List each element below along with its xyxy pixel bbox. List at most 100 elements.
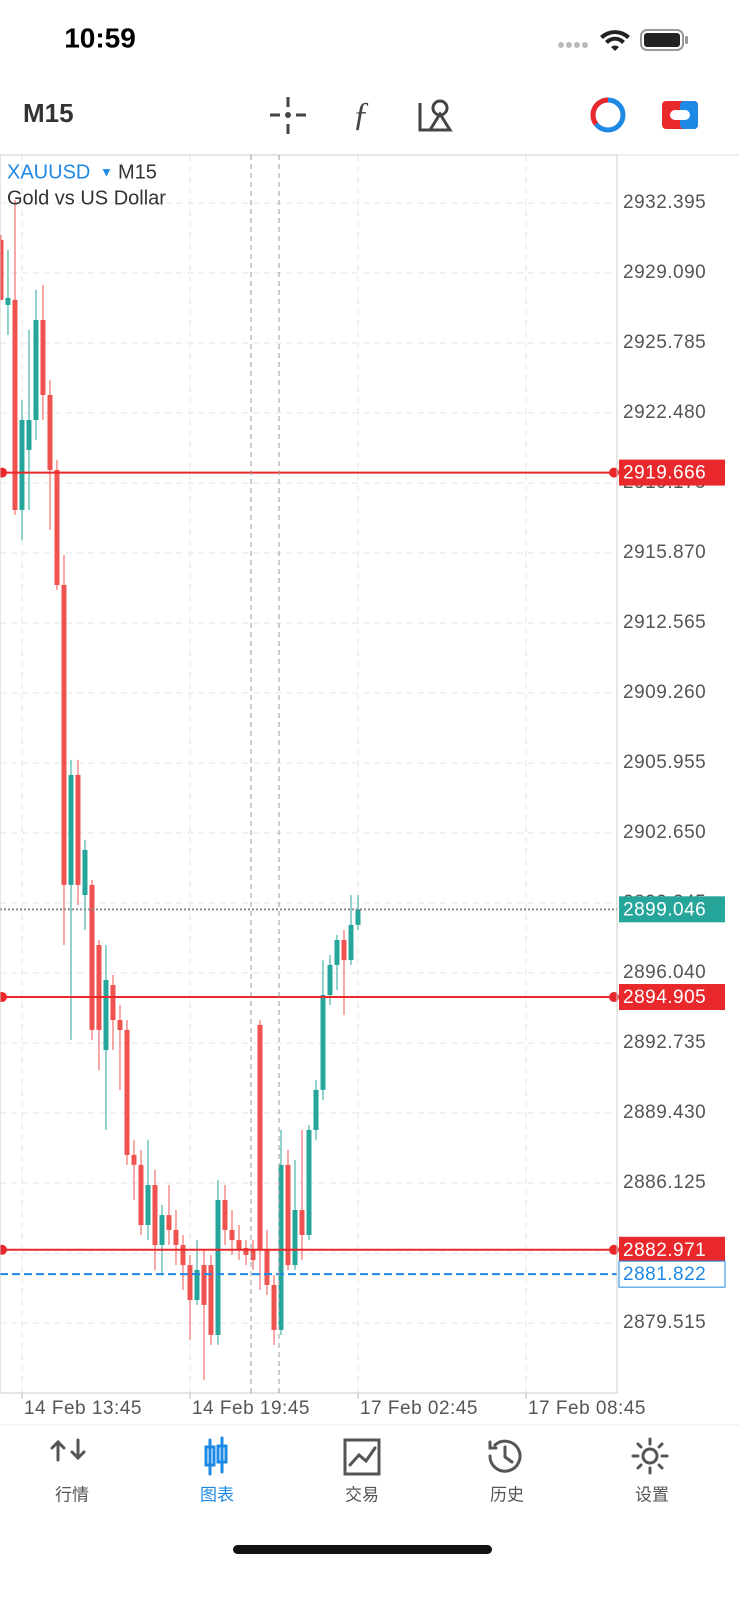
level-label-bg	[619, 984, 725, 1011]
candle-body	[124, 1029, 130, 1155]
status-time: 10:59	[64, 22, 136, 53]
candle-body	[19, 419, 25, 510]
candle-body	[26, 419, 32, 451]
tab-icon[interactable]	[204, 1436, 228, 1476]
y-tick-label: 2896.040	[623, 962, 706, 983]
candle-body	[54, 469, 60, 585]
candle-body	[208, 1265, 214, 1335]
candle-body	[341, 939, 347, 961]
x-tick-label: 14 Feb 19:45	[192, 1398, 310, 1419]
candle-body	[306, 1129, 312, 1235]
candle-body	[271, 1284, 277, 1330]
level-label-bg	[618, 1260, 726, 1288]
candle-body	[33, 319, 39, 420]
candle-body	[152, 1185, 158, 1245]
candle-body	[264, 1250, 270, 1285]
x-tick-label: 14 Feb 13:45	[24, 1398, 142, 1419]
y-tick-label: 2886.125	[623, 1172, 706, 1193]
status-icons	[558, 29, 688, 51]
tab-label[interactable]: 交易	[345, 1485, 379, 1504]
y-tick-label: 2889.430	[623, 1102, 706, 1123]
tab-icon[interactable]	[631, 1437, 669, 1475]
level-label: 2881.822	[623, 1264, 706, 1285]
plot-frame	[0, 154, 618, 1394]
level-label: 2882.971	[623, 1240, 706, 1261]
y-tick-label: 2932.395	[623, 192, 706, 213]
candle-body	[82, 849, 88, 896]
chart-description: Gold vs US Dollar	[7, 187, 166, 209]
candle-body	[194, 1269, 200, 1301]
candle-body	[145, 1185, 151, 1226]
tab-label[interactable]: 行情	[55, 1485, 89, 1504]
candle-body	[299, 1210, 305, 1235]
tab-icon[interactable]	[343, 1438, 381, 1476]
toolbar-timeframe[interactable]: M15	[23, 98, 74, 128]
level-handle[interactable]	[0, 992, 7, 1003]
level-label-bg	[619, 896, 725, 923]
candle-body	[110, 985, 116, 1021]
chart-timeframe: M15	[118, 161, 157, 183]
candle-body	[61, 584, 67, 885]
level-label: 2919.666	[623, 463, 706, 484]
candle-body	[5, 297, 11, 305]
tab-icon[interactable]	[50, 1438, 86, 1462]
y-tick-label: 2912.565	[623, 612, 706, 633]
candle-body	[131, 1154, 137, 1165]
candle-body	[250, 1250, 256, 1260]
tab-label[interactable]: 设置	[635, 1485, 669, 1504]
candle-body	[222, 1200, 228, 1230]
y-tick-label: 2922.480	[623, 402, 706, 423]
candle-body	[348, 924, 354, 961]
candle-body	[215, 1200, 221, 1335]
trade-speed-button[interactable]	[590, 97, 626, 133]
candle-body	[257, 1024, 263, 1251]
candle-body	[40, 319, 46, 395]
candle-body	[138, 1164, 144, 1226]
candle-body	[320, 995, 326, 1090]
level-handle[interactable]	[0, 467, 7, 478]
objects-button[interactable]	[418, 99, 453, 132]
tab-label[interactable]: 图表	[200, 1485, 234, 1504]
candle-body	[355, 909, 361, 925]
candle-body	[96, 945, 102, 1030]
indicator-button[interactable]: ƒ	[353, 96, 370, 133]
candle-body	[327, 964, 333, 996]
candle-body	[166, 1215, 172, 1230]
x-tick-label: 17 Feb 08:45	[528, 1398, 646, 1419]
candle-body	[292, 1210, 298, 1266]
symbol-dropdown[interactable]: ▼	[100, 164, 113, 179]
level-label-bg	[619, 1236, 725, 1263]
candle-body	[103, 979, 109, 1051]
x-tick-label: 17 Feb 02:45	[360, 1398, 478, 1419]
y-tick-label: 2925.785	[623, 332, 706, 353]
level-label: 2894.905	[623, 987, 706, 1008]
y-tick-label: 2929.090	[623, 262, 706, 283]
y-tick-label: 2915.870	[623, 542, 706, 563]
candle-body	[47, 394, 53, 470]
level-label: 2899.046	[623, 899, 706, 920]
candle-body	[180, 1244, 186, 1266]
crosshair-button[interactable]	[270, 97, 306, 134]
candle-body	[187, 1265, 193, 1301]
tab-icon[interactable]	[488, 1439, 522, 1473]
candle-body	[278, 1164, 284, 1330]
candle-body	[0, 239, 4, 300]
candle-body	[236, 1240, 242, 1251]
y-tick-label: 2905.955	[623, 752, 706, 773]
one-click-button[interactable]	[662, 101, 698, 129]
y-tick-label: 2902.650	[623, 822, 706, 843]
candle-body	[89, 884, 95, 1030]
candle-body	[313, 1089, 319, 1130]
candle-body	[334, 939, 340, 965]
y-tick-label: 2892.735	[623, 1032, 706, 1053]
candle-body	[229, 1229, 235, 1241]
candle-body	[243, 1247, 249, 1255]
candle-body	[12, 299, 18, 510]
tab-label[interactable]: 历史	[490, 1485, 524, 1504]
level-label-bg	[619, 459, 725, 486]
candle-body	[75, 774, 81, 885]
chart-symbol[interactable]: XAUUSD	[7, 161, 90, 183]
candle-body	[117, 1020, 123, 1030]
level-handle[interactable]	[0, 1244, 7, 1255]
